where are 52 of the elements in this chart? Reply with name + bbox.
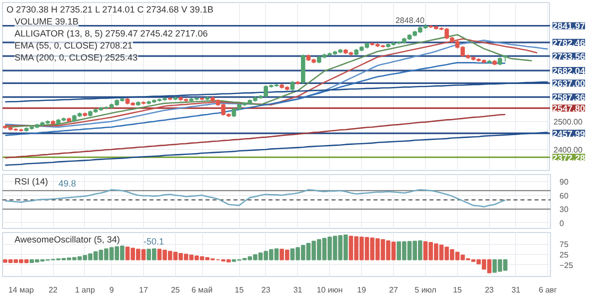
ref-line-label: 2782.46 [552, 38, 586, 48]
annotation: 49.8 [58, 178, 76, 188]
line-series [4, 114, 506, 159]
line-series [4, 189, 506, 208]
x-tick-label: 10 июн [316, 286, 343, 294]
y-tick-label: 60 [560, 191, 569, 200]
ref-line-label: 2372.28 [552, 152, 586, 163]
x-tick-label: 6 май [191, 286, 213, 294]
x-tick-label: 22 [48, 286, 58, 294]
y-tick-label: 25 [560, 250, 569, 260]
x-tick-label: 15 [452, 286, 462, 294]
annotation: 2848.40 [395, 16, 425, 25]
ref-line-label: 2637.00 [552, 78, 586, 89]
ref-line-label: 2547.80 [552, 104, 586, 114]
line-series [4, 132, 548, 166]
x-tick-label: 25 [170, 286, 180, 294]
x-tick-label: 14 мар [8, 286, 34, 294]
ref-line-label: 2682.04 [552, 66, 586, 76]
chart-title: AwesomeOscillator (5, 34) [14, 234, 120, 244]
x-tick-label: 23 [261, 286, 271, 294]
y-tick-label: 75 [560, 240, 569, 250]
y-tick-label: −25 [560, 260, 574, 270]
annotation: SMA (200, 0, CLOSE) 2525.43 [14, 52, 138, 62]
annotation: EMA (55, 0, CLOSE) 2708.21 [14, 40, 133, 50]
y-tick-label: 30 [560, 205, 569, 214]
x-tick-label: 31 [511, 286, 521, 294]
x-tick-label: 23 [484, 286, 494, 294]
candlestick [290, 80, 295, 91]
x-tick-label: 1 апр [75, 286, 96, 294]
y-tick-label: 2400.00 [554, 146, 583, 154]
annotation: VOLUME 39.1B [14, 16, 79, 26]
line-series [4, 81, 548, 103]
chart-title: RSI (14) [14, 176, 48, 186]
annotation: -50.1 [144, 236, 164, 246]
x-tick-label: 15 [234, 286, 244, 294]
y-tick-label: 90 [560, 177, 569, 186]
annotation: O 2730.38 H 2735.21 L 2714.01 C 2734.68 V 39.1B [6, 4, 214, 14]
ref-line-label: 2457.99 [552, 128, 586, 139]
y-tick-label: 0 [560, 218, 564, 228]
x-tick-label: 27 [389, 286, 399, 294]
ref-line-label: 2587.36 [552, 92, 586, 103]
annotation: ALLIGATOR (13, 8, 5) 2759.47 2745.42 2717.06 [14, 28, 208, 38]
x-tick-label: 6 авг [538, 286, 558, 294]
ref-line-label: 2733.56 [552, 52, 586, 62]
x-tick-label: 5 июл [414, 286, 437, 294]
x-tick-label: 19 [357, 286, 367, 294]
ref-line-label: 2841.97 [552, 21, 586, 32]
x-tick-label: 31 [293, 286, 303, 294]
line-series [4, 62, 506, 136]
x-tick-label: 9 [109, 286, 114, 294]
y-tick-label: 2500.00 [554, 118, 583, 126]
x-tick-label: 17 [139, 286, 148, 294]
